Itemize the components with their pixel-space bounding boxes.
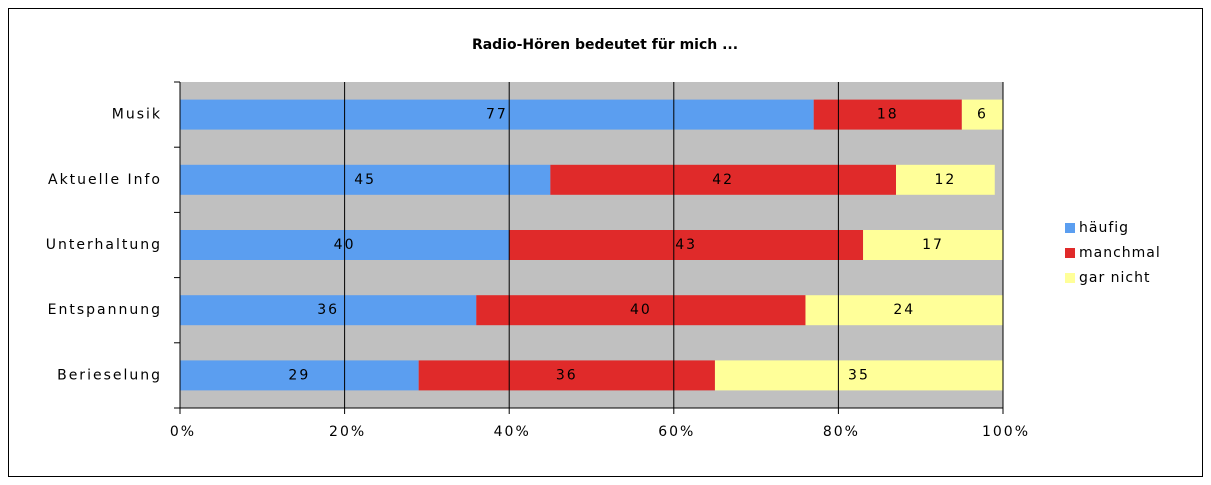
- legend-label: häufig: [1079, 220, 1129, 236]
- bar-segment: [476, 295, 806, 326]
- x-tick-label: 60%: [658, 424, 695, 440]
- legend-swatch: [1065, 273, 1075, 283]
- bar-segment: [418, 360, 715, 391]
- chart-title: Radio-Hören bedeutet für mich ...: [472, 37, 738, 53]
- value-label: 17: [922, 237, 944, 253]
- legend-label: manchmal: [1079, 245, 1161, 261]
- bar-segment: [180, 99, 814, 130]
- y-tick-label: Aktuelle Info: [48, 172, 162, 188]
- y-tick-label: Berieselung: [57, 367, 162, 383]
- bar-segment: [180, 295, 477, 326]
- x-tick-label: 100%: [982, 424, 1030, 440]
- x-tick-label: 40%: [494, 424, 531, 440]
- value-label: 18: [877, 107, 899, 123]
- y-tick-label: Entspannung: [48, 302, 162, 318]
- value-label: 12: [934, 172, 956, 188]
- value-label: 43: [675, 237, 697, 253]
- value-label: 45: [354, 172, 376, 188]
- value-label: 29: [288, 367, 310, 383]
- bar-segment: [896, 164, 995, 195]
- x-tick-label: 20%: [329, 424, 366, 440]
- value-label: 6: [977, 107, 988, 123]
- legend-swatch: [1065, 223, 1075, 233]
- bar-segment: [961, 99, 1003, 130]
- value-label: 40: [334, 237, 356, 253]
- value-label: 36: [556, 367, 578, 383]
- bar-segment: [714, 360, 1003, 391]
- value-label: 24: [893, 302, 915, 318]
- value-label: 77: [486, 107, 508, 123]
- bar-segment: [180, 164, 551, 195]
- bar-segment: [509, 230, 864, 260]
- legend-label: gar nicht: [1079, 270, 1151, 286]
- bar-segment: [180, 360, 419, 391]
- x-tick-label: 80%: [823, 424, 860, 440]
- y-tick-label: Musik: [112, 107, 162, 123]
- legend-swatch: [1065, 248, 1075, 258]
- value-label: 35: [848, 367, 870, 383]
- bar-segment: [863, 230, 1003, 260]
- value-label: 36: [317, 302, 339, 318]
- value-label: 40: [630, 302, 652, 318]
- x-tick-label: 0%: [170, 424, 196, 440]
- y-tick-label: Unterhaltung: [46, 237, 162, 253]
- value-label: 42: [712, 172, 734, 188]
